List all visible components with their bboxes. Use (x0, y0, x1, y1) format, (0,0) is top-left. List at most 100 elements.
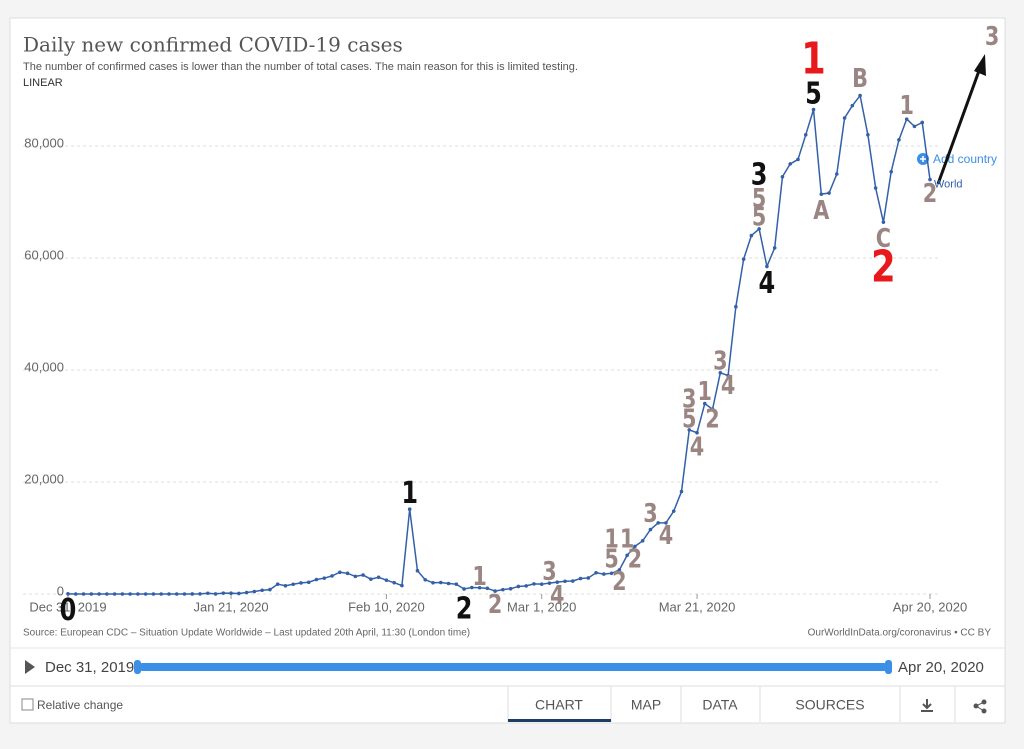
annotation: 3 (985, 21, 999, 52)
point (563, 579, 567, 584)
timeline-handle[interactable] (134, 660, 141, 674)
point (881, 220, 886, 224)
point (827, 191, 831, 195)
checkbox[interactable] (21, 698, 34, 711)
point (842, 116, 847, 120)
point (431, 580, 435, 585)
annotation: 2 (705, 403, 719, 434)
annotation: 5 (752, 183, 766, 214)
point (415, 568, 420, 573)
point (306, 580, 311, 585)
annotation: 1 (620, 523, 634, 554)
tab[interactable]: DATA (702, 697, 738, 713)
annotation: 1 (401, 477, 418, 511)
point (120, 592, 125, 596)
point (97, 592, 101, 596)
credit: OurWorldInData.org/coronavirus • CC BY (808, 628, 992, 639)
download-icon[interactable] (921, 699, 933, 712)
chart-title: Daily new confirmed COVID-19 cases (23, 33, 403, 57)
point (765, 264, 769, 269)
point (477, 585, 482, 590)
arrow-head (974, 54, 986, 76)
annotation: 4 (721, 370, 735, 401)
point (609, 571, 614, 576)
point (508, 586, 513, 591)
point (237, 591, 241, 596)
play-button[interactable] (25, 660, 35, 674)
point (897, 138, 901, 142)
y-tick-label: 60,000 (24, 247, 64, 262)
tab[interactable]: MAP (631, 697, 661, 713)
point (873, 186, 878, 190)
point (299, 581, 303, 585)
point (516, 584, 521, 589)
annotation: 4 (659, 520, 673, 551)
point (229, 591, 233, 596)
point (438, 580, 443, 585)
point (136, 592, 140, 596)
annotation: 1 (698, 376, 712, 407)
annotation: 2 (923, 178, 937, 209)
annotation: 3 (713, 345, 727, 376)
point (338, 570, 342, 575)
point (182, 592, 187, 596)
point (151, 592, 156, 596)
tab[interactable]: SOURCES (795, 697, 864, 713)
point (772, 246, 777, 250)
x-tick-label: Jan 21, 2020 (193, 599, 268, 614)
annotation: 5 (604, 543, 618, 574)
annotation: 5 (805, 77, 822, 111)
timeline-start: Dec 31, 2019 (45, 659, 134, 676)
point (811, 107, 816, 112)
point (361, 573, 365, 577)
annotation: 2 (871, 242, 895, 293)
point (66, 592, 70, 596)
annotation: 2 (488, 589, 502, 620)
timeline-handle[interactable] (885, 660, 892, 674)
point (369, 577, 373, 581)
point (128, 592, 132, 596)
point (912, 124, 917, 129)
point (268, 587, 272, 592)
point (260, 588, 264, 593)
point (283, 583, 288, 588)
point (291, 582, 296, 587)
point (205, 591, 210, 596)
point (858, 93, 862, 98)
point (602, 572, 606, 576)
timeline-bar[interactable] (138, 663, 888, 671)
point (501, 587, 505, 592)
point (648, 527, 653, 532)
point (462, 587, 466, 591)
add-country[interactable]: Add country (933, 152, 997, 166)
annotation: 3 (751, 158, 768, 192)
point (345, 571, 350, 576)
point (928, 177, 932, 182)
point (89, 592, 94, 596)
annotation: 1 (604, 523, 618, 554)
point (749, 233, 754, 238)
point (718, 371, 723, 375)
point (835, 172, 839, 176)
point (695, 430, 699, 435)
point (524, 584, 528, 588)
point (796, 157, 800, 162)
share-icon[interactable] (973, 699, 987, 714)
point (198, 592, 202, 596)
add-plus (920, 156, 926, 162)
scale-toggle[interactable]: LINEAR (23, 77, 63, 89)
point (734, 304, 738, 309)
arrow (936, 67, 982, 185)
point (539, 582, 544, 586)
annotation: C (876, 223, 891, 254)
tab[interactable]: CHART (535, 697, 583, 713)
relative-change[interactable]: Relative change (37, 698, 123, 712)
annotation: 2 (612, 566, 626, 597)
point (741, 257, 746, 261)
point (594, 570, 598, 575)
point (384, 578, 389, 582)
annotation: 5 (682, 403, 696, 434)
point (275, 582, 280, 586)
annotation: 2 (628, 543, 642, 574)
line (67, 93, 931, 595)
